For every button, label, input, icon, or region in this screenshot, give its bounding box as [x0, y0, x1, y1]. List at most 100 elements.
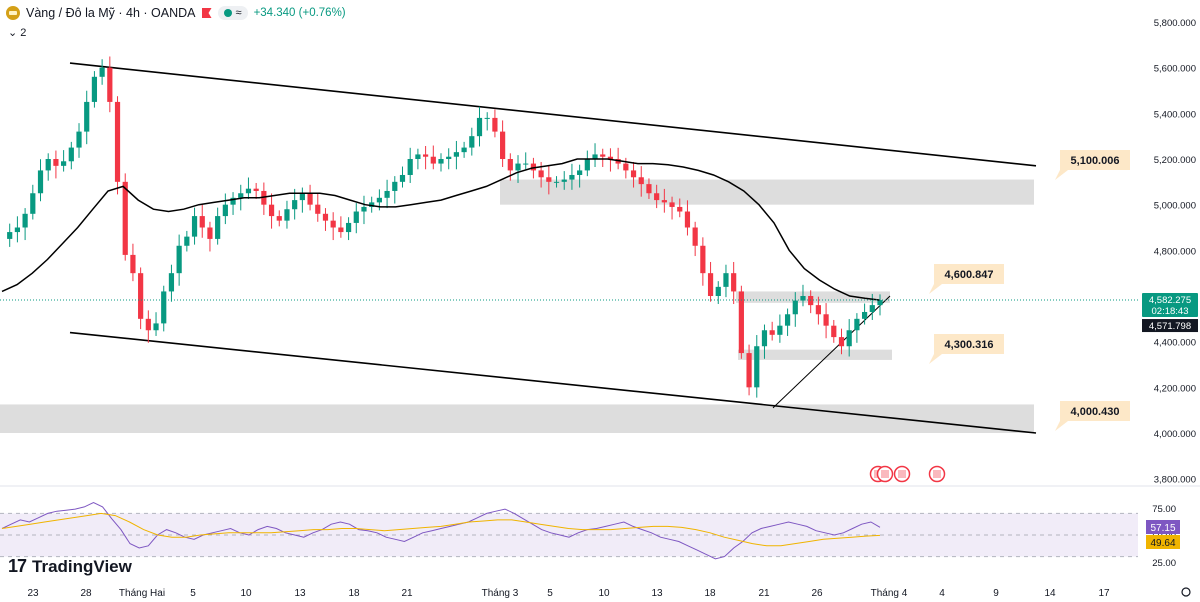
rising-trendline	[772, 295, 891, 409]
candle-body	[422, 154, 429, 157]
candle-body	[823, 314, 829, 326]
candle-body	[630, 170, 637, 178]
candle-body	[207, 227, 213, 239]
red-flag-icon[interactable]	[201, 8, 212, 18]
candle-body	[276, 216, 282, 221]
level-callout	[1055, 401, 1130, 431]
x-tick-label: 5	[547, 588, 553, 599]
support-resistance-zone	[500, 179, 1034, 205]
candle-body	[831, 325, 837, 338]
x-tick-label: 18	[348, 588, 360, 599]
y-tick-label: 4,200.000	[1154, 383, 1196, 394]
candle-body	[22, 213, 28, 228]
level-value-label: 4,000.430	[1071, 406, 1120, 418]
support-resistance-zone	[738, 349, 892, 360]
candle-body	[792, 300, 798, 315]
rsi-ma-value: 49.64	[1150, 538, 1175, 549]
candle-body	[731, 273, 737, 292]
candle-body	[723, 273, 729, 287]
x-tick-label: 17	[1098, 588, 1110, 599]
rsi-tick-label: 25.00	[1152, 558, 1176, 569]
gold-coin-icon	[6, 6, 20, 20]
candle-body	[299, 193, 305, 201]
candle-body	[84, 101, 90, 132]
candle-body	[523, 163, 529, 165]
candle-body	[138, 273, 144, 319]
x-tick-label: 10	[598, 588, 610, 599]
candle-body	[700, 245, 706, 274]
x-tick-label: 9	[993, 588, 999, 599]
black-price-tag	[1142, 319, 1198, 333]
us-event-icon	[928, 465, 946, 483]
candle-body	[777, 325, 783, 335]
candle-body	[800, 296, 806, 301]
black-price-value: 4,571.798	[1149, 321, 1191, 332]
level-callout	[1055, 150, 1130, 180]
candle-body	[45, 159, 51, 171]
candle-body	[600, 154, 606, 157]
candle-body	[253, 188, 259, 191]
candle-body	[538, 170, 544, 178]
candle-body	[469, 136, 475, 148]
candle-body	[68, 147, 74, 162]
market-status-pill[interactable]: ≈	[217, 6, 248, 20]
candle-body	[338, 227, 344, 233]
candle-body	[176, 245, 182, 274]
settings-gear-icon	[1181, 587, 1191, 597]
rsi-tick-label: 75.00	[1152, 504, 1176, 515]
candle-body	[7, 232, 13, 239]
level-value-label: 5,100.006	[1071, 155, 1120, 167]
market-open-dot-icon	[223, 9, 232, 17]
symbol-title[interactable]: Vàng / Đô la Mỹ · 4h · OANDA	[26, 6, 196, 20]
candle-body	[107, 67, 113, 102]
candle-body	[500, 131, 506, 159]
rsi-value: 57.15	[1150, 523, 1175, 534]
candle-body	[114, 101, 121, 182]
channel-upper-line	[69, 62, 1037, 167]
candle-body	[453, 152, 460, 157]
candle-body	[161, 291, 167, 324]
tradingview-logo[interactable]: 17 TradingView	[8, 556, 132, 577]
candle-body	[14, 227, 21, 233]
us-flag-icon	[933, 470, 941, 478]
candle-body	[476, 117, 483, 137]
level-callout	[929, 334, 1004, 364]
x-tick-label: Tháng Hai	[119, 588, 165, 599]
candle-body	[384, 190, 390, 198]
candle-body	[315, 204, 321, 214]
x-tick-label: 23	[27, 588, 39, 599]
candle-body	[546, 177, 552, 182]
us-flag-icon	[881, 470, 889, 478]
y-tick-label: 5,000.000	[1154, 201, 1196, 212]
y-tick-label: 5,800.000	[1154, 18, 1196, 29]
candle-body	[91, 76, 98, 102]
candle-body	[561, 179, 567, 182]
candle-body	[369, 202, 375, 207]
candle-body	[145, 318, 151, 331]
indicator-toggle[interactable]: ⌄ 2	[8, 27, 27, 39]
x-tick-label: 26	[811, 588, 823, 599]
candle-body	[322, 213, 329, 221]
candle-body	[122, 181, 128, 255]
countdown-timer: 02:18:43	[1152, 306, 1189, 317]
moving-average-line	[1, 158, 881, 301]
candle-body	[815, 305, 821, 315]
candle-body	[738, 291, 744, 354]
y-tick-label: 5,600.000	[1154, 64, 1196, 75]
y-tick-label: 4,400.000	[1154, 338, 1196, 349]
candle-body	[553, 181, 560, 183]
y-tick-label: 4,800.000	[1154, 246, 1196, 257]
candle-body	[130, 254, 136, 274]
candle-body	[268, 204, 275, 217]
x-tick-label: 13	[294, 588, 306, 599]
x-tick-label: 18	[704, 588, 716, 599]
rsi-line	[1, 502, 881, 560]
candle-body	[684, 211, 691, 228]
candle-body	[623, 163, 629, 171]
candle-body	[61, 161, 67, 166]
wave-icon: ≈	[235, 7, 242, 19]
support-resistance-zone	[0, 404, 1034, 433]
candle-body	[877, 300, 883, 306]
candle-body	[430, 156, 436, 164]
